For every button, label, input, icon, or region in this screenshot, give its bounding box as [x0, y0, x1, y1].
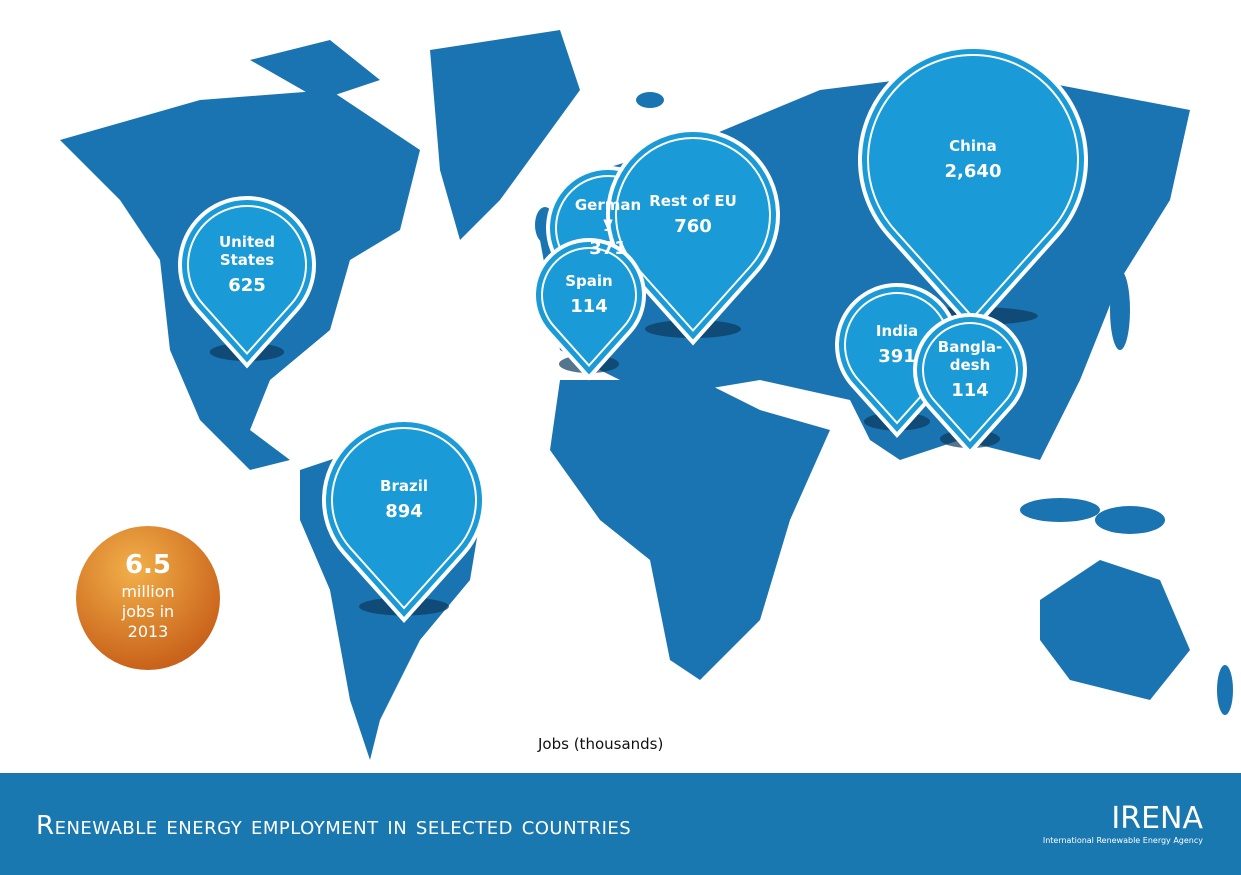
pin-ring: [866, 54, 1079, 320]
pin-value: 114: [570, 296, 608, 318]
pin-value: 760: [674, 216, 712, 238]
pin-value: 894: [385, 501, 423, 523]
logo-name: IRENA: [1111, 801, 1203, 836]
logo: IRENA International Renewable Energy Age…: [1043, 801, 1203, 845]
title: Renewable energy employment in selected …: [36, 811, 632, 841]
logo-subtitle: International Renewable Energy Agency: [1042, 836, 1203, 845]
pin-ring: [541, 246, 637, 368]
pin-value: 2,640: [944, 161, 1002, 183]
badge-number: 6.5: [124, 550, 172, 580]
pin: [913, 313, 1027, 456]
pin-label: Brazil 894: [357, 477, 452, 523]
badge: [76, 526, 220, 670]
pin-name: Brazil: [380, 477, 428, 496]
pin-label: Rest of EU 760: [646, 192, 741, 238]
pin: [532, 238, 646, 381]
pin-label: Germany 371: [572, 196, 644, 260]
pin: [606, 128, 780, 346]
pin-name: India: [875, 322, 919, 341]
pin-value: 625: [228, 275, 266, 297]
pin: [178, 195, 316, 369]
pin-ring: [187, 205, 307, 356]
pin-label: Bangla-desh 114: [938, 338, 1003, 402]
pin-name: China: [949, 137, 997, 156]
pin-name: Spain: [565, 272, 613, 291]
pin: [858, 45, 1088, 333]
pin-label: United States 625: [207, 233, 288, 297]
footer: Renewable energy employment in selected …: [0, 773, 1241, 875]
pins: [178, 45, 1088, 624]
pin-label: Spain 114: [557, 272, 622, 318]
caption: Jobs (thousands): [538, 735, 664, 753]
pin: [322, 417, 486, 624]
badge-text: million jobs in 2013: [121, 582, 175, 641]
pin-label: China 2,640: [926, 137, 1021, 183]
pin-label: India 391: [861, 322, 933, 368]
pin-name: Bangla-desh: [937, 338, 1003, 375]
pin-value: 391: [878, 346, 916, 368]
pin-value: 114: [951, 380, 989, 402]
pin-name: Germany: [574, 196, 642, 233]
pin-name: United States: [218, 233, 276, 270]
pin-value: 371: [589, 238, 627, 260]
pin-ring: [615, 137, 771, 333]
pin-name: Rest of EU: [649, 192, 737, 211]
pin-ring: [331, 427, 477, 610]
pin-ring: [922, 322, 1019, 443]
